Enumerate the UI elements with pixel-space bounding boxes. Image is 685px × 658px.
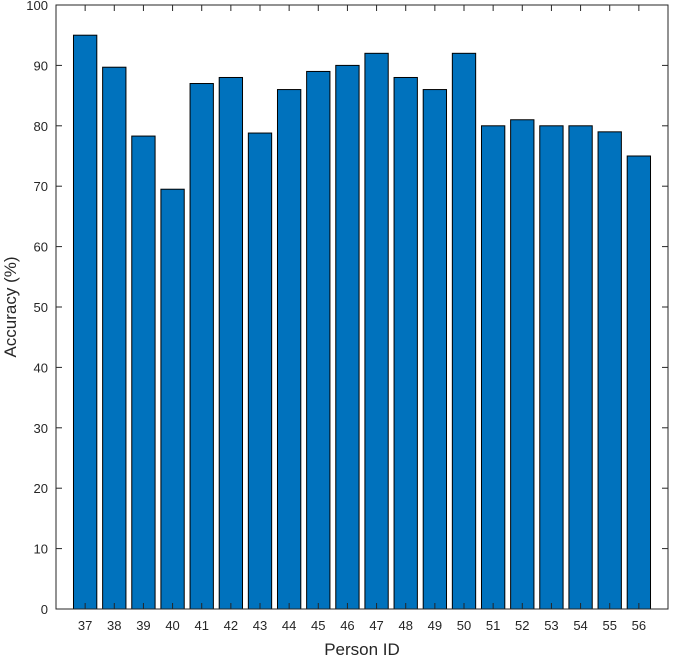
bar-53 [539, 125, 564, 610]
x-tick-label-55: 55 [602, 618, 616, 633]
bar-48 [393, 76, 418, 610]
x-tick-label-45: 45 [311, 618, 325, 633]
y-tick-label-40: 40 [34, 360, 48, 375]
x-tick-label-49: 49 [428, 618, 442, 633]
bar-47 [364, 52, 389, 610]
x-axis: 37 38 39 40 41 42 43 44 45 46 47 48 49 50 51 52 53 54 55 56 [78, 5, 646, 633]
bars-group [72, 34, 652, 610]
bar-45 [306, 70, 331, 610]
bar-50 [451, 52, 477, 610]
x-tick-label-52: 52 [515, 618, 529, 633]
y-tick-label-10: 10 [34, 542, 48, 557]
bar-54 [568, 125, 593, 610]
x-tick-label-44: 44 [282, 618, 296, 633]
y-tick-label-60: 60 [34, 240, 48, 255]
x-axis-label: Person ID [324, 640, 400, 658]
bar-40 [160, 188, 185, 610]
bar-42 [218, 76, 244, 610]
x-tick-label-43: 43 [253, 618, 267, 633]
x-tick-label-51: 51 [486, 618, 500, 633]
y-tick-label-100: 100 [26, 0, 48, 13]
x-tick-label-46: 46 [340, 618, 354, 633]
x-tick-label-56: 56 [632, 618, 646, 633]
x-tick-label-41: 41 [194, 618, 208, 633]
bar-56 [626, 155, 652, 610]
bar-41 [189, 83, 214, 610]
bar-51 [480, 125, 506, 610]
bar-37 [72, 34, 98, 610]
x-tick-label-40: 40 [165, 618, 179, 633]
x-tick-label-47: 47 [369, 618, 383, 633]
y-tick-label-50: 50 [34, 300, 48, 315]
x-tick-label-54: 54 [573, 618, 587, 633]
y-tick-label-0: 0 [41, 602, 48, 617]
bar-43 [247, 132, 273, 610]
y-axis: 0 10 20 30 40 50 60 70 80 90 100 [26, 0, 668, 617]
bar-44 [276, 89, 302, 610]
x-tick-label-37: 37 [78, 618, 92, 633]
y-tick-label-90: 90 [34, 58, 48, 73]
y-tick-label-30: 30 [34, 421, 48, 436]
y-tick-label-20: 20 [34, 481, 48, 496]
x-tick-label-48: 48 [398, 618, 412, 633]
y-tick-label-80: 80 [34, 119, 48, 134]
y-axis-label: Accuracy (%) [1, 256, 20, 357]
bar-49 [422, 89, 448, 610]
x-tick-label-53: 53 [544, 618, 558, 633]
bar-38 [102, 66, 127, 610]
bar-55 [597, 131, 622, 610]
y-tick-label-70: 70 [34, 179, 48, 194]
bar-52 [510, 119, 535, 610]
bar-39 [131, 135, 156, 610]
x-tick-label-38: 38 [107, 618, 121, 633]
bar-46 [335, 64, 360, 610]
x-tick-label-39: 39 [136, 618, 150, 633]
x-tick-label-42: 42 [224, 618, 238, 633]
x-tick-label-50: 50 [457, 618, 471, 633]
